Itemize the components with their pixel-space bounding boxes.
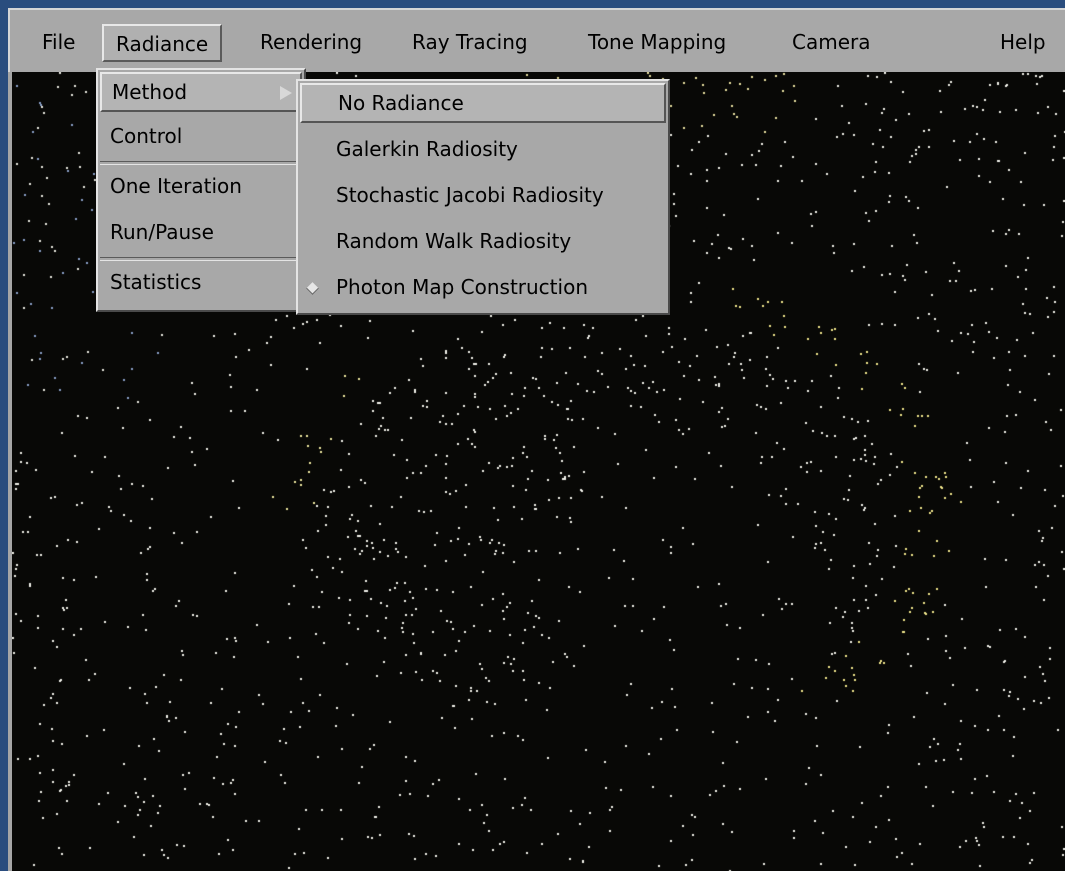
menu-item-method[interactable]: Method bbox=[100, 72, 302, 112]
menu-item-one-iteration[interactable]: One Iteration bbox=[110, 174, 242, 198]
method-submenu: No Radiance Galerkin Radiosity Stochasti… bbox=[296, 79, 670, 315]
submenu-item-random-walk-radiosity[interactable]: Random Walk Radiosity bbox=[300, 221, 666, 261]
menu-bar: File Radiance Rendering Ray Tracing Tone… bbox=[8, 8, 1065, 72]
submenu-item-stochastic-jacobi-radiosity[interactable]: Stochastic Jacobi Radiosity bbox=[300, 175, 666, 215]
menu-help[interactable]: Help bbox=[1000, 30, 1046, 54]
menu-item-control[interactable]: Control bbox=[110, 124, 183, 148]
menu-item-label: Photon Map Construction bbox=[336, 275, 588, 299]
menu-file[interactable]: File bbox=[42, 30, 76, 54]
menu-item-statistics[interactable]: Statistics bbox=[110, 270, 202, 294]
menu-camera[interactable]: Camera bbox=[792, 30, 871, 54]
submenu-item-photon-map-construction[interactable]: Photon Map Construction bbox=[300, 267, 666, 307]
menu-item-run-pause[interactable]: Run/Pause bbox=[110, 220, 214, 244]
menu-item-label: No Radiance bbox=[338, 91, 464, 115]
menu-ray-tracing[interactable]: Ray Tracing bbox=[412, 30, 528, 54]
menu-tone-mapping[interactable]: Tone Mapping bbox=[588, 30, 727, 54]
app-window: File Radiance Rendering Ray Tracing Tone… bbox=[8, 8, 1065, 871]
radiance-menu: Method Control One Iteration Run/Pause S… bbox=[96, 68, 306, 312]
menu-rendering[interactable]: Rendering bbox=[260, 30, 363, 54]
menu-item-label: Random Walk Radiosity bbox=[336, 229, 572, 253]
menu-item-label: Stochastic Jacobi Radiosity bbox=[336, 183, 604, 207]
menu-radiance[interactable]: Radiance bbox=[102, 24, 223, 62]
menu-separator bbox=[100, 257, 302, 261]
radio-diamond-icon bbox=[306, 282, 319, 295]
menu-separator bbox=[100, 161, 302, 165]
menu-item-label: Method bbox=[112, 80, 188, 104]
submenu-item-galerkin-radiosity[interactable]: Galerkin Radiosity bbox=[300, 129, 666, 169]
menu-item-label: Galerkin Radiosity bbox=[336, 137, 518, 161]
submenu-arrow-icon bbox=[280, 86, 292, 100]
submenu-item-no-radiance[interactable]: No Radiance bbox=[300, 83, 666, 123]
